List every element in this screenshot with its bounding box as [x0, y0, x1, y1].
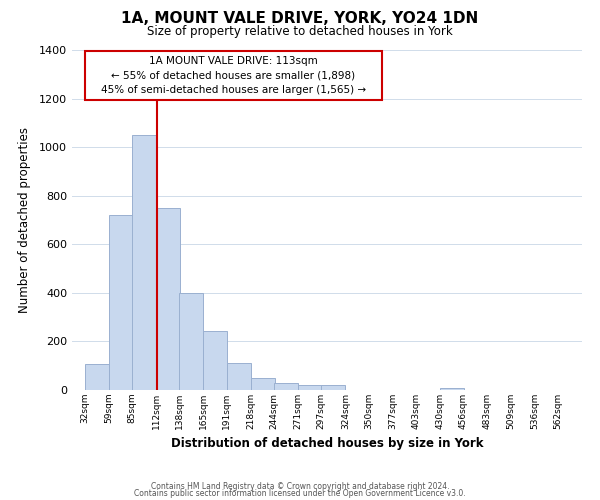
Text: 1A, MOUNT VALE DRIVE, YORK, YO24 1DN: 1A, MOUNT VALE DRIVE, YORK, YO24 1DN — [121, 11, 479, 26]
Bar — [227, 364, 251, 390]
Bar — [109, 215, 133, 390]
Text: Contains public sector information licensed under the Open Government Licence v3: Contains public sector information licen… — [134, 489, 466, 498]
Bar — [251, 378, 275, 390]
Bar — [440, 388, 464, 390]
Bar — [156, 208, 180, 390]
Bar — [298, 384, 322, 390]
Text: Size of property relative to detached houses in York: Size of property relative to detached ho… — [147, 25, 453, 38]
Bar — [274, 383, 298, 390]
Bar — [179, 293, 203, 390]
X-axis label: Distribution of detached houses by size in York: Distribution of detached houses by size … — [171, 438, 483, 450]
Bar — [203, 331, 227, 390]
Text: Contains HM Land Registry data © Crown copyright and database right 2024.: Contains HM Land Registry data © Crown c… — [151, 482, 449, 491]
FancyBboxPatch shape — [85, 51, 382, 100]
Y-axis label: Number of detached properties: Number of detached properties — [17, 127, 31, 313]
Text: 1A MOUNT VALE DRIVE: 113sqm
← 55% of detached houses are smaller (1,898)
45% of : 1A MOUNT VALE DRIVE: 113sqm ← 55% of det… — [101, 56, 366, 96]
Bar — [132, 134, 156, 390]
Bar — [85, 364, 109, 390]
Bar — [321, 384, 346, 390]
